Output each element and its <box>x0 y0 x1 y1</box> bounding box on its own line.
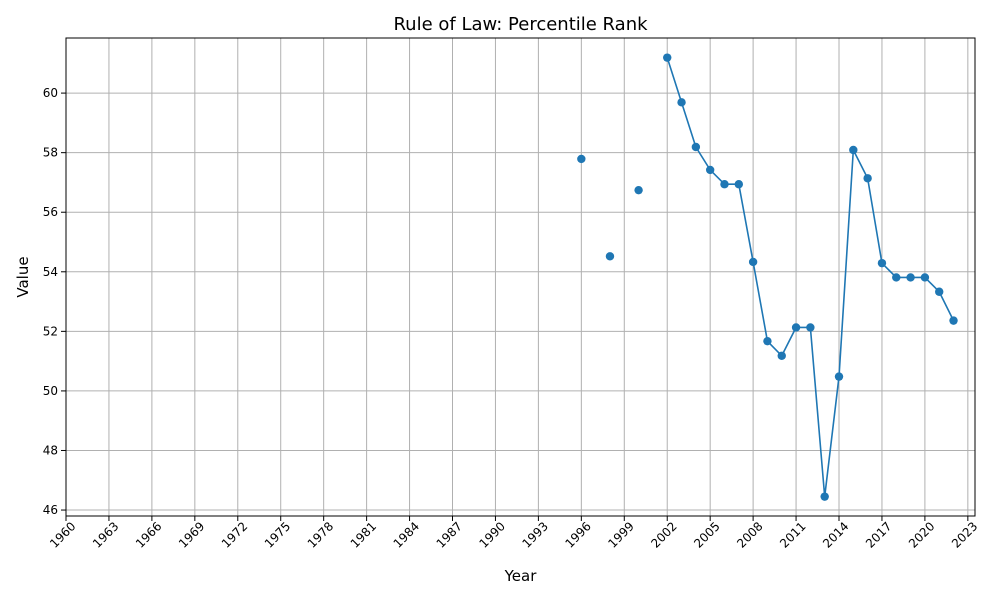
y-tick-label: 58 <box>43 146 58 160</box>
x-tick-label: 1993 <box>519 519 550 550</box>
data-point <box>677 98 686 107</box>
data-point <box>863 174 872 183</box>
y-tick-label: 48 <box>43 443 58 457</box>
x-tick-label: 1999 <box>605 519 636 550</box>
x-tick-label: 2017 <box>863 519 894 550</box>
data-point <box>906 273 915 282</box>
data-point <box>949 316 958 325</box>
data-point <box>748 257 758 267</box>
data-point <box>935 287 944 296</box>
data-point <box>849 145 858 155</box>
data-point <box>791 323 801 332</box>
x-tick-label: 1996 <box>562 519 593 550</box>
axis-ticks: 1960 1963 1966 1969 1972 1975 1978 1981 1984 1987… <box>43 86 981 551</box>
x-tick-label: 2002 <box>648 519 679 550</box>
data-point <box>834 372 844 381</box>
data-point <box>720 180 729 189</box>
y-tick-label: 60 <box>43 86 58 100</box>
y-tick-label: 56 <box>43 205 58 219</box>
x-tick-label: 1984 <box>391 519 422 550</box>
data-point <box>806 323 815 332</box>
x-tick-label: 1981 <box>348 519 379 550</box>
data-point <box>877 258 887 268</box>
data-series <box>577 53 958 501</box>
data-point <box>605 252 615 261</box>
data-point <box>763 336 772 346</box>
x-tick-label: 1969 <box>176 519 207 550</box>
x-tick-label: 1972 <box>219 519 250 550</box>
data-point <box>577 154 586 164</box>
data-point <box>820 492 829 501</box>
x-tick-label: 2020 <box>906 519 937 550</box>
data-point <box>634 185 643 195</box>
x-tick-label: 2008 <box>734 519 765 550</box>
y-tick-label: 54 <box>43 265 58 279</box>
y-tick-label: 46 <box>43 503 58 517</box>
grid-lines <box>65 38 975 516</box>
data-point <box>777 351 786 360</box>
x-tick-label: 2014 <box>820 519 851 550</box>
data-point <box>663 53 672 62</box>
data-point <box>920 273 930 282</box>
x-tick-label: 1960 <box>47 519 78 550</box>
x-tick-label: 1978 <box>305 519 336 550</box>
chart-title: Rule of Law: Percentile Rank <box>393 14 648 35</box>
y-tick-label: 50 <box>43 384 58 398</box>
data-point <box>734 180 744 189</box>
y-axis-label: Value <box>14 256 32 297</box>
data-point <box>691 142 701 152</box>
y-tick-label: 52 <box>43 324 58 338</box>
x-tick-label: 1975 <box>262 519 293 550</box>
x-tick-label: 1990 <box>477 519 508 550</box>
x-tick-label: 2011 <box>777 519 808 550</box>
x-tick-label: 1963 <box>90 519 121 550</box>
x-axis-label: Year <box>504 567 538 585</box>
x-tick-label: 2023 <box>949 519 980 550</box>
x-tick-label: 1966 <box>133 519 164 550</box>
x-tick-label: 2005 <box>691 519 722 550</box>
data-point <box>705 165 715 175</box>
plot-frame <box>65 37 976 517</box>
x-tick-label: 1987 <box>434 519 465 550</box>
data-point <box>892 273 901 282</box>
